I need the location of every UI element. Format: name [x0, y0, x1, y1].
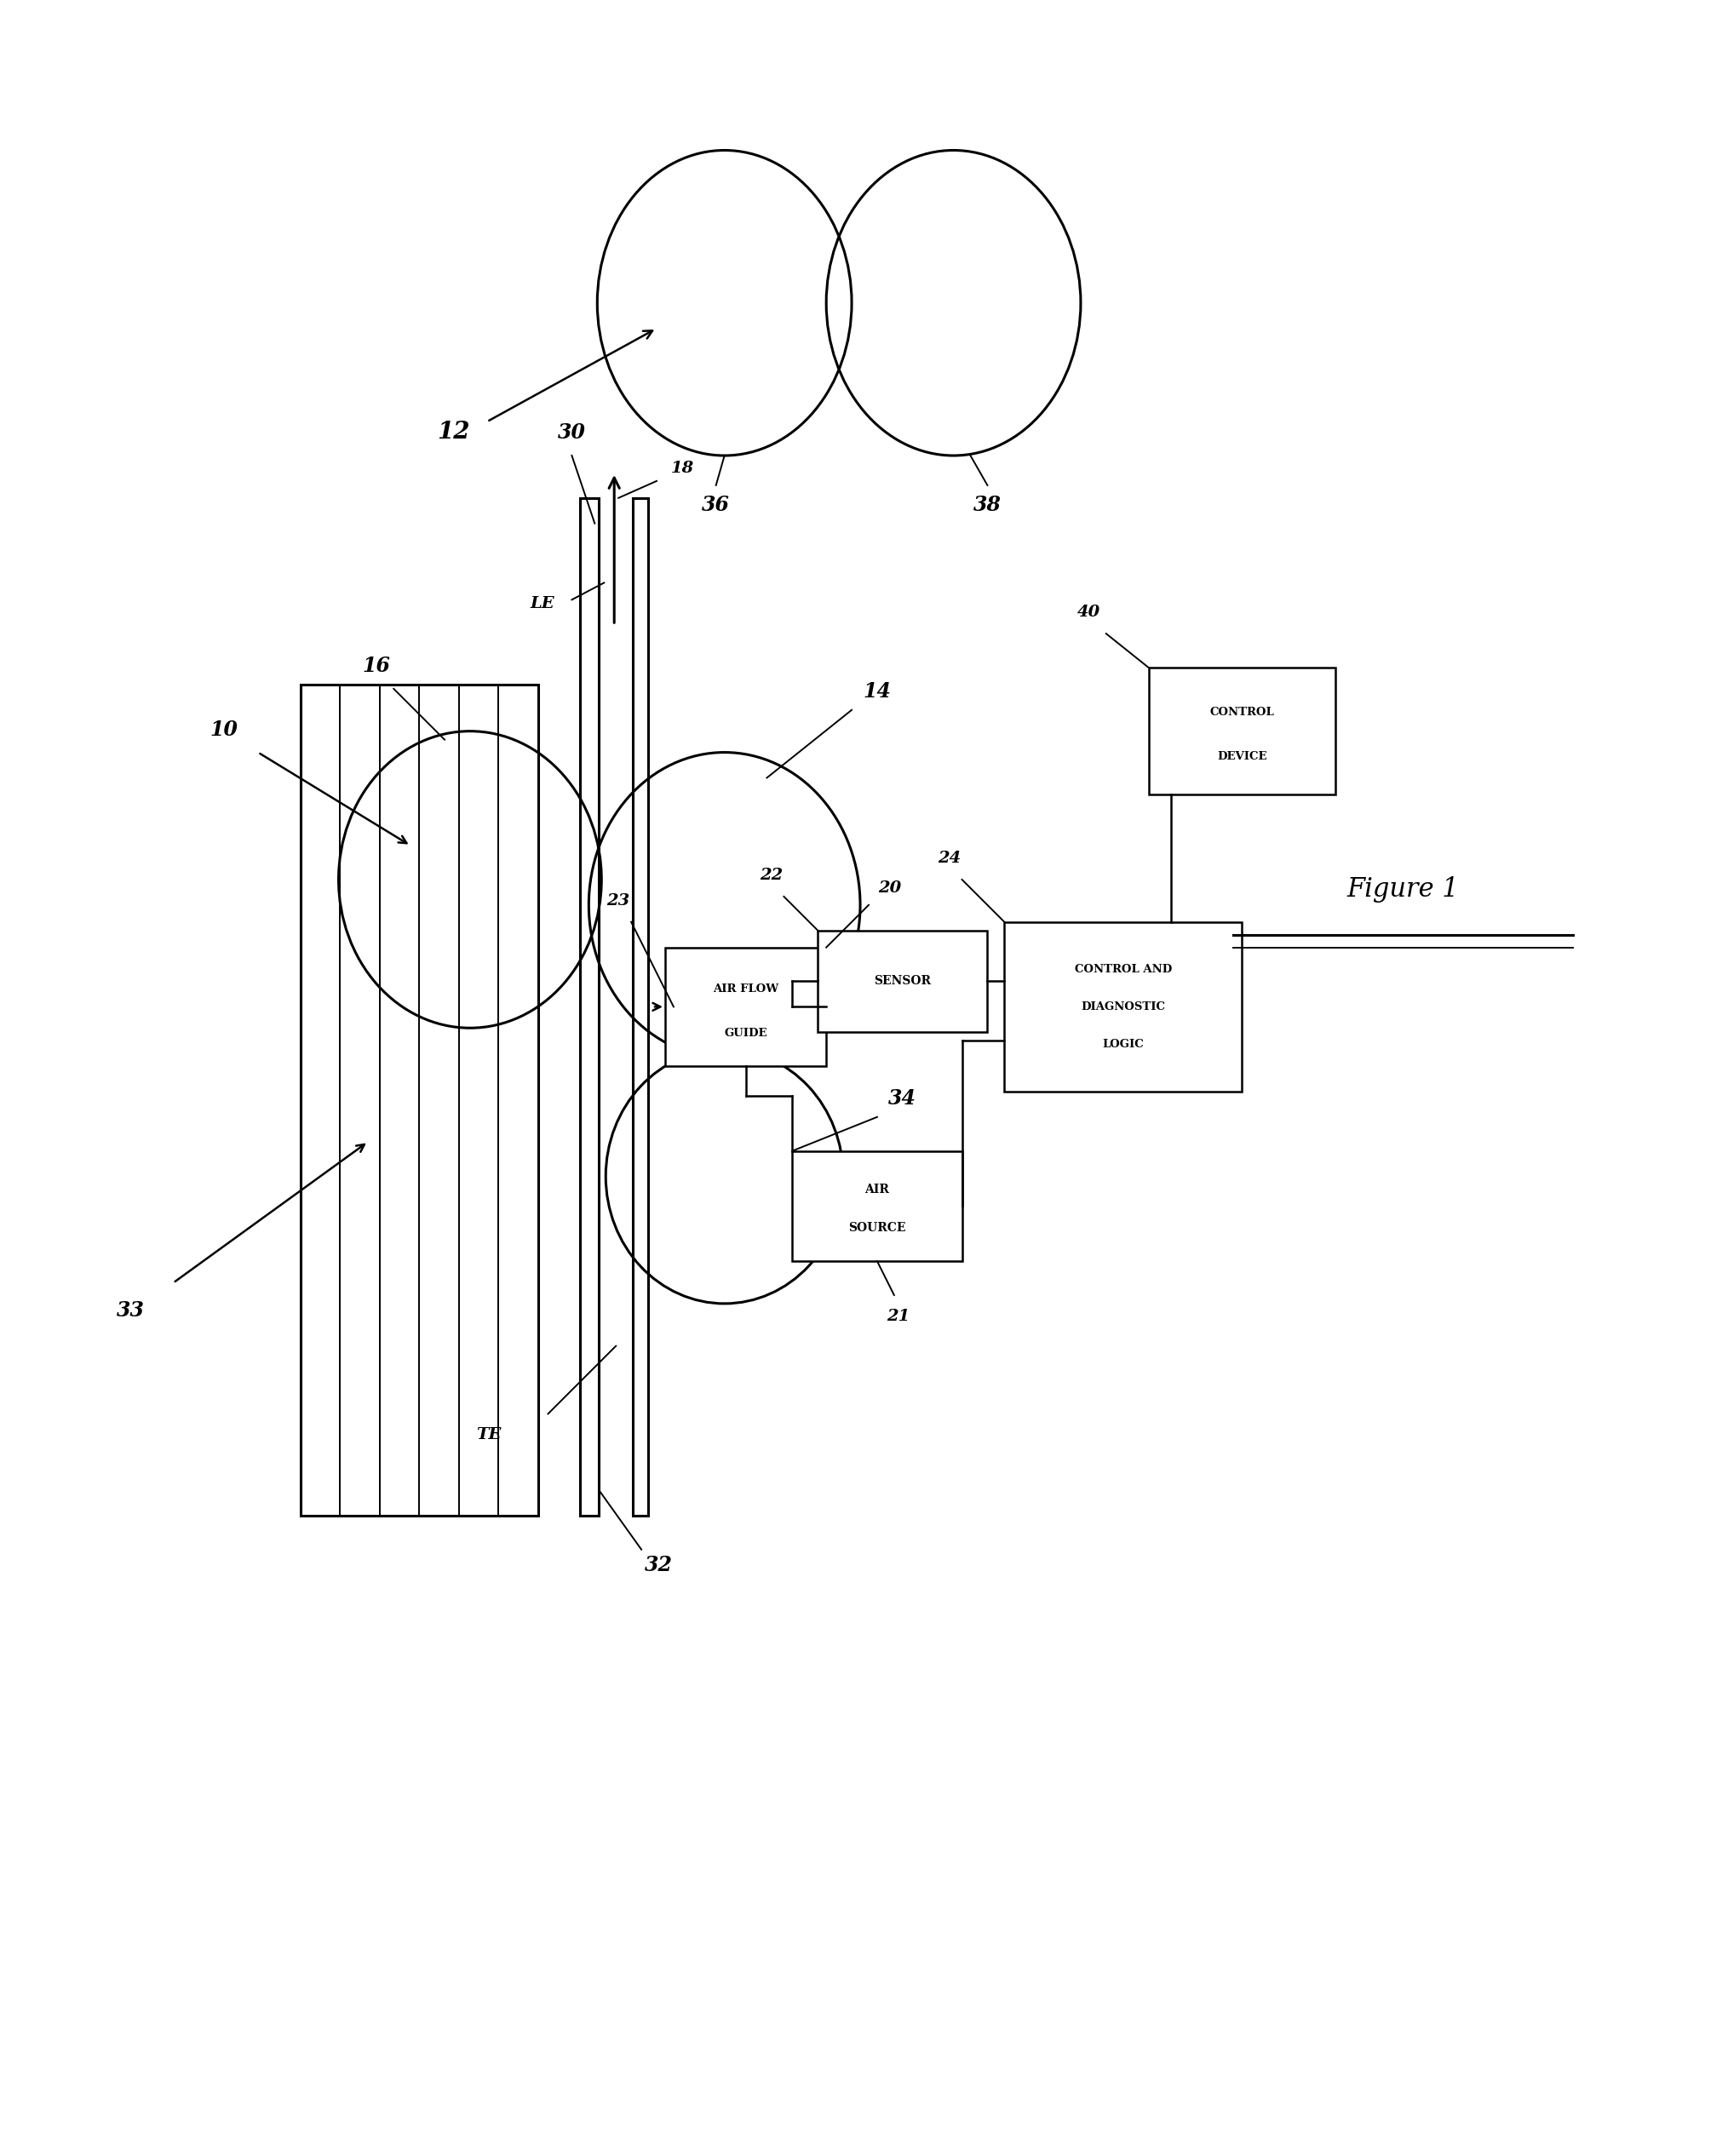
Text: DEVICE: DEVICE [1217, 750, 1267, 761]
Text: 22: 22 [760, 867, 783, 884]
Text: AIR FLOW: AIR FLOW [714, 983, 779, 994]
Text: 38: 38 [973, 494, 1002, 515]
Text: 12: 12 [437, 420, 470, 444]
Text: 24: 24 [938, 852, 961, 867]
Text: LOGIC: LOGIC [1102, 1039, 1144, 1050]
Bar [817, 931, 987, 1033]
Text: 23: 23 [607, 893, 631, 908]
Text: 40: 40 [1078, 606, 1101, 621]
Text: 20: 20 [878, 880, 902, 895]
Text: CONTROL: CONTROL [1210, 707, 1274, 718]
Text: Figure 1: Figure 1 [1346, 875, 1458, 903]
Text: 21: 21 [886, 1309, 911, 1324]
Text: 14: 14 [862, 681, 892, 701]
Text: 30: 30 [558, 423, 586, 442]
Text: GUIDE: GUIDE [724, 1028, 767, 1039]
Text: 16: 16 [363, 655, 391, 677]
Text: 33: 33 [118, 1300, 145, 1319]
Text: CONTROL AND: CONTROL AND [1075, 964, 1172, 975]
Text: AIR: AIR [864, 1184, 890, 1194]
Text: LE: LE [530, 597, 555, 612]
Text: SOURCE: SOURCE [848, 1222, 905, 1233]
Bar [632, 498, 648, 1516]
Text: 18: 18 [670, 461, 693, 476]
Text: 32: 32 [645, 1554, 672, 1574]
Bar [1149, 668, 1336, 796]
Bar [665, 946, 826, 1065]
Text: TE: TE [477, 1427, 501, 1442]
Text: DIAGNOSTIC: DIAGNOSTIC [1082, 1000, 1165, 1013]
Bar [1004, 923, 1242, 1091]
Bar [793, 1151, 962, 1261]
Text: 36: 36 [702, 494, 729, 515]
Text: 34: 34 [888, 1089, 916, 1108]
Text: SENSOR: SENSOR [874, 975, 931, 987]
Text: 10: 10 [211, 720, 238, 740]
Bar [581, 498, 600, 1516]
Bar [301, 683, 537, 1516]
